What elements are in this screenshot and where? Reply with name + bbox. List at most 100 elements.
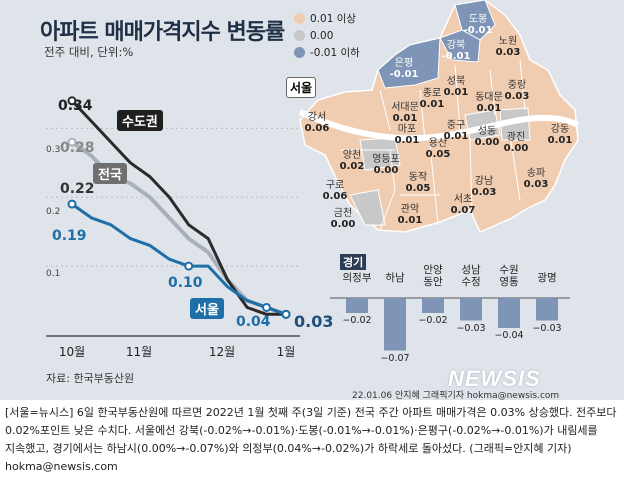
map-district-21: 강남 0.03 — [472, 176, 497, 198]
district-name: 양천 — [342, 150, 362, 161]
district-name: 종로 — [422, 88, 442, 99]
district-name: 성북 — [446, 76, 466, 87]
x-tick-oct: 10월 — [58, 345, 86, 359]
district-name: 서대문 — [391, 102, 419, 113]
district-eunpyeong — [377, 37, 441, 89]
map-district-1: 노원 0.03 — [496, 36, 521, 58]
district-name: 영등포 — [372, 154, 400, 165]
legend-swatch-up — [294, 13, 305, 24]
gyeonggi-bar-chart — [330, 297, 570, 351]
marker-label-seoul-1: 0.10 — [168, 275, 203, 291]
district-value: 0.00 — [373, 165, 399, 176]
district-name: 동작 — [408, 172, 428, 183]
district-name: 강동 — [550, 124, 570, 135]
district-name: 마포 — [397, 124, 417, 135]
start-value-seoul: 0.19 — [52, 228, 87, 244]
district-value: 0.01 — [394, 135, 420, 146]
district-value: 0.01 — [443, 131, 469, 142]
district-value: 0.03 — [495, 47, 521, 58]
line-chart — [46, 96, 300, 337]
district-gangbuk — [439, 29, 481, 63]
bar-4 — [498, 298, 520, 328]
gyeonggi-badge: 경기 — [340, 254, 367, 270]
map-district-13: 광진 0.00 — [504, 132, 529, 154]
marker-seoul-1 — [262, 302, 272, 312]
map-district-11: 중구 0.01 — [444, 120, 469, 142]
series-line-seoul — [71, 202, 287, 316]
map-badge-seoul: 서울 — [286, 77, 317, 98]
marker-seoul-0 — [184, 261, 194, 271]
start-value-national-2: 0.22 — [60, 181, 95, 197]
district-name: 성동 — [477, 126, 497, 137]
district-value: 0.05 — [425, 149, 451, 160]
series-line-metro — [70, 99, 286, 316]
x-tick-dec: 12월 — [208, 345, 236, 359]
district-value: 0.03 — [471, 187, 497, 198]
district-value: 0.06 — [322, 191, 348, 202]
district-value: 0.03 — [523, 179, 549, 190]
bar-5 — [536, 298, 558, 321]
district-geumcheon — [349, 189, 386, 226]
y-tick-0.3: 0.3 — [46, 145, 61, 155]
article-caption: [서울=뉴시스] 6일 한국부동산원에 따르면 2022년 1월 첫째 주(3일… — [5, 406, 617, 473]
district-value: 0.01 — [443, 87, 469, 98]
district-name: 관악 — [400, 204, 420, 215]
map-district-18: 동작 0.05 — [406, 172, 431, 194]
chart-subtitle: 전주 대비, 단위:% — [44, 45, 134, 59]
x-tick-nov: 11월 — [125, 345, 153, 359]
bar-3 — [460, 298, 482, 321]
point-seoul-11 — [281, 309, 291, 319]
map-district-2: 강북 -0.01 — [442, 40, 471, 62]
district-name: 동대문 — [475, 92, 503, 103]
district-value: 0.01 — [392, 113, 418, 124]
x-tick-jan: 1월 — [276, 345, 296, 359]
bar-value-2: −0.02 — [418, 315, 448, 326]
han-river — [298, 109, 580, 142]
y-tick-0.1: 0.1 — [46, 269, 61, 279]
map-legend: 0.01 이상 0.00 -0.01 이하 — [294, 10, 360, 61]
map-district-15: 용산 0.05 — [426, 138, 451, 160]
point-national-0 — [67, 137, 77, 147]
bar-value-5: −0.03 — [532, 322, 562, 334]
bar-value-1: −0.07 — [380, 352, 410, 364]
series-tag-national: 전국 — [93, 163, 127, 184]
series-tag-seoul: 서울 — [190, 298, 224, 319]
bar-category-5: 광명 — [537, 272, 557, 284]
district-value: 0.05 — [405, 183, 431, 194]
map-district-22: 서초 0.07 — [451, 194, 476, 216]
bar-category-1: 하남 — [385, 272, 405, 284]
district-value: 0.01 — [419, 99, 445, 110]
marker-label-seoul-2: 0.04 — [236, 314, 271, 330]
end-value: 0.03 — [294, 312, 334, 331]
district-name: 은평 — [394, 58, 414, 69]
district-value: 0.06 — [304, 123, 330, 134]
map-district-24: 관악 0.01 — [398, 204, 423, 226]
district-value: -0.01 — [441, 51, 471, 62]
map-district-6: 중랑 0.03 — [505, 80, 530, 102]
map-district-0: 도봉 -0.01 — [464, 14, 493, 36]
district-value: 0.00 — [330, 219, 356, 230]
legend-swatch-down — [294, 47, 305, 58]
legend-item-flat: 0.00 — [294, 27, 360, 44]
district-name: 중랑 — [507, 80, 527, 91]
district-name: 강서 — [307, 112, 327, 123]
district-name: 노원 — [498, 36, 518, 47]
district-name: 강북 — [446, 40, 466, 51]
district-value: 0.00 — [503, 143, 529, 154]
district-value: 0.01 — [547, 135, 573, 146]
bar-value-0: −0.02 — [342, 315, 372, 326]
start-value-national: 0.28 — [60, 140, 95, 156]
district-value: 0.03 — [504, 91, 530, 102]
district-value: 0.02 — [339, 161, 365, 172]
district-value: 0.07 — [450, 205, 476, 216]
map-district-20: 구로 0.06 — [323, 180, 348, 202]
legend-item-down: -0.01 이하 — [294, 44, 360, 61]
bar-value-4: −0.04 — [494, 330, 524, 341]
map-district-4: 종로 0.01 — [420, 88, 445, 110]
bar-1 — [384, 298, 406, 351]
series-tag-metro: 수도권 — [117, 110, 163, 131]
map-district-23: 금천 0.00 — [331, 208, 356, 230]
district-name: 강남 — [474, 176, 494, 187]
district-value: 0.01 — [476, 103, 502, 114]
seoul-map — [298, 0, 580, 233]
